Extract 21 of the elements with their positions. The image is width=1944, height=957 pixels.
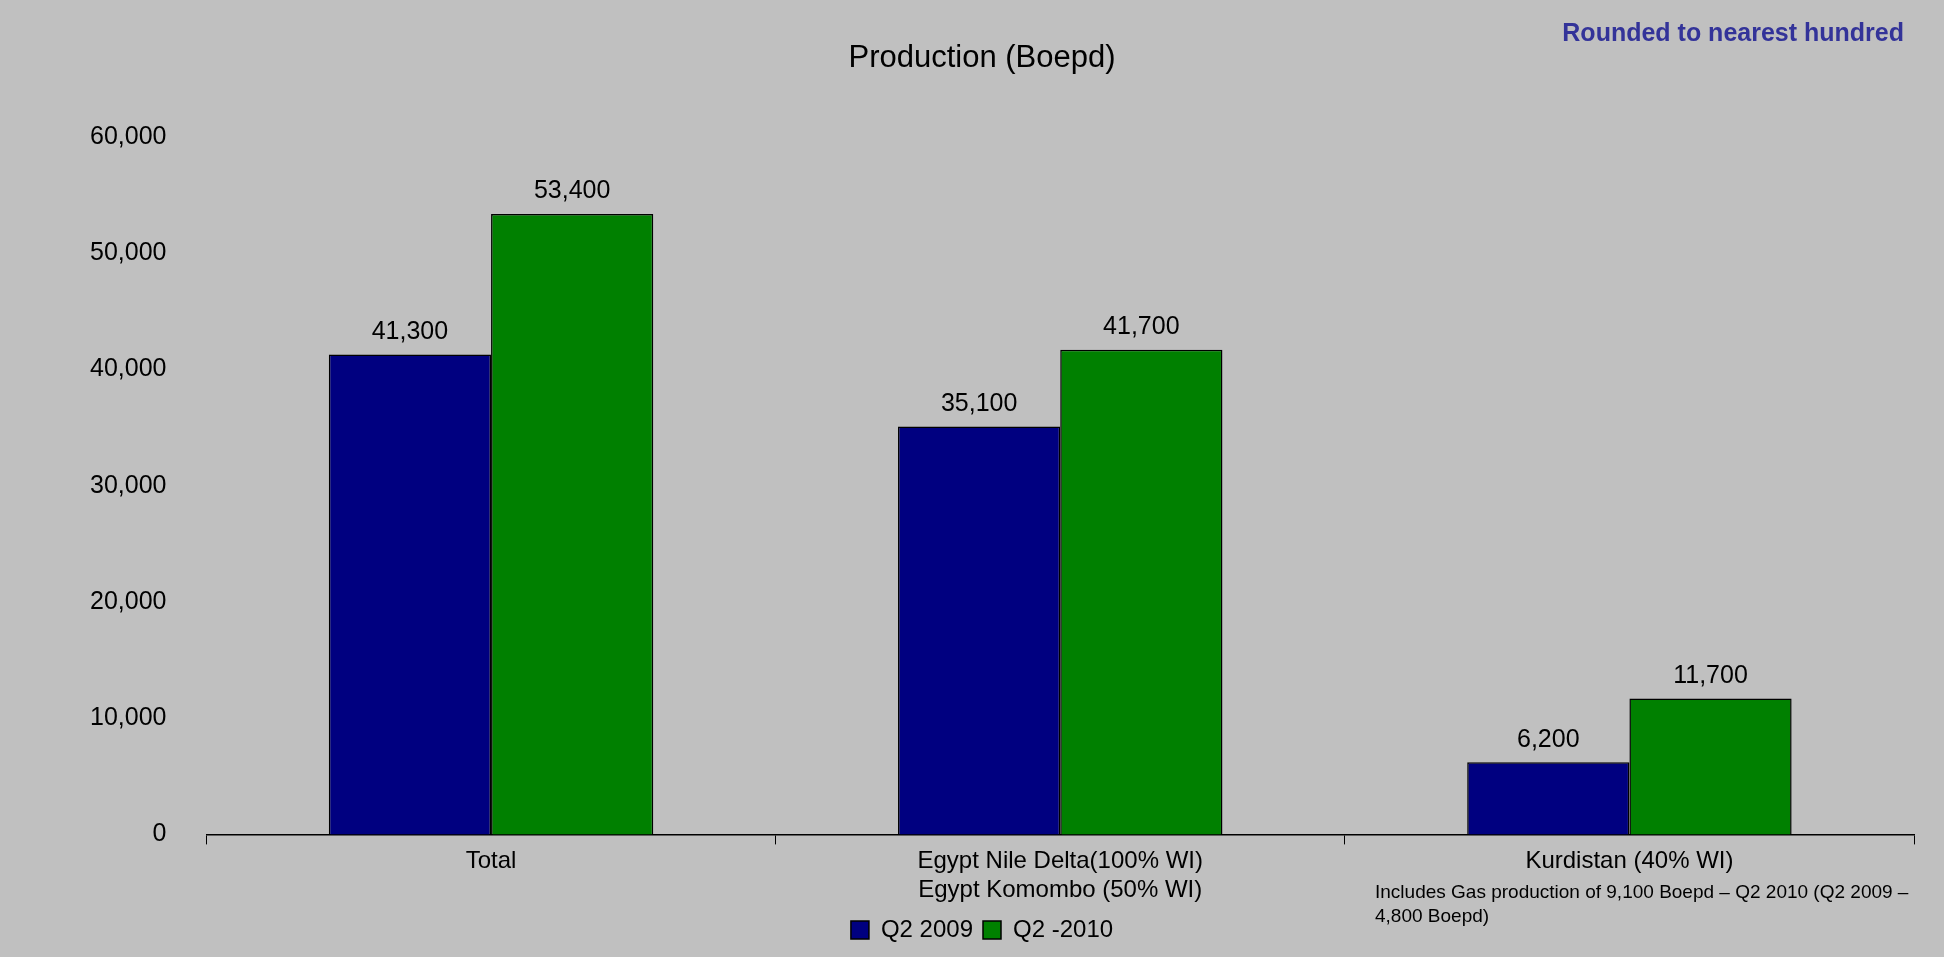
text: Rounded to nearest hundred <box>1562 18 1904 47</box>
y-tick-label: 0 <box>152 818 167 847</box>
data-label: 41,700 <box>1103 311 1180 340</box>
data-label: 53,400 <box>533 175 611 204</box>
x-tick-label: Egypt Nile Delta(100% WI) Egypt Komombo (50% WI) <box>917 846 1203 903</box>
y-tick-label: 30,000 <box>90 469 167 498</box>
data-label: 11,700 <box>1673 659 1748 688</box>
legend-label: Q2 2009 <box>880 914 974 942</box>
y-tick-label: 10,000 <box>90 702 167 731</box>
y-tick-label: 20,000 <box>90 585 167 614</box>
x-tick-label: Total <box>465 846 517 874</box>
data-label: 35,100 <box>940 387 1018 416</box>
y-tick-label: 60,000 <box>90 121 167 150</box>
x-tick-label: Kurdistan (40% WI) <box>1525 846 1734 874</box>
data-label: 6,200 <box>1517 723 1580 752</box>
text: Includes Gas production of 9,100 Boepd – Q2 2010 (Q2 2009 – 4,800 Boepd) <box>1375 880 1910 928</box>
chart-title: Production (Boepd) <box>848 39 1116 75</box>
legend-label: Q2 -2010 <box>1013 914 1114 942</box>
y-tick-label: 40,000 <box>90 353 167 382</box>
y-tick-label: 50,000 <box>90 237 167 266</box>
data-label: 41,300 <box>371 315 449 344</box>
